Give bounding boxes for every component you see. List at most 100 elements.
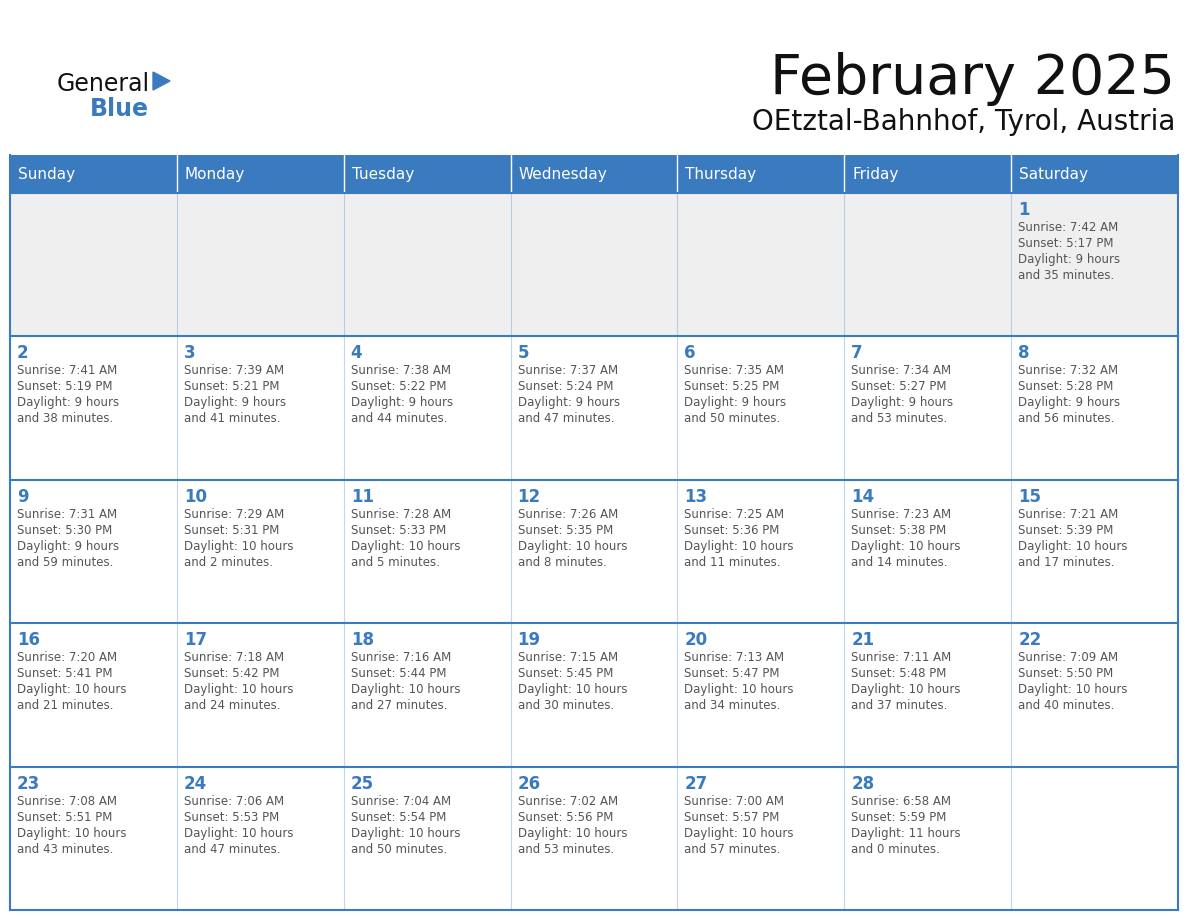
Text: Sunset: 5:24 PM: Sunset: 5:24 PM xyxy=(518,380,613,394)
Text: Daylight: 9 hours: Daylight: 9 hours xyxy=(684,397,786,409)
Text: Daylight: 10 hours: Daylight: 10 hours xyxy=(17,683,126,696)
Text: Daylight: 10 hours: Daylight: 10 hours xyxy=(184,683,293,696)
Text: February 2025: February 2025 xyxy=(770,52,1175,106)
Text: Daylight: 10 hours: Daylight: 10 hours xyxy=(518,540,627,553)
Text: and 2 minutes.: and 2 minutes. xyxy=(184,555,273,569)
Text: Sunrise: 7:39 AM: Sunrise: 7:39 AM xyxy=(184,364,284,377)
Text: Daylight: 10 hours: Daylight: 10 hours xyxy=(518,683,627,696)
Bar xyxy=(177,193,343,336)
Text: Sunset: 5:51 PM: Sunset: 5:51 PM xyxy=(17,811,113,823)
Text: 23: 23 xyxy=(17,775,40,792)
Text: Daylight: 10 hours: Daylight: 10 hours xyxy=(184,826,293,840)
Text: and 11 minutes.: and 11 minutes. xyxy=(684,555,781,569)
Text: Sunset: 5:31 PM: Sunset: 5:31 PM xyxy=(184,524,279,537)
Text: Sunrise: 7:26 AM: Sunrise: 7:26 AM xyxy=(518,508,618,521)
Text: 15: 15 xyxy=(1018,487,1041,506)
Bar xyxy=(511,480,677,623)
Text: Daylight: 10 hours: Daylight: 10 hours xyxy=(184,540,293,553)
Text: and 44 minutes.: and 44 minutes. xyxy=(350,412,447,425)
Bar xyxy=(343,336,511,480)
Text: Sunset: 5:38 PM: Sunset: 5:38 PM xyxy=(852,524,947,537)
Text: Sunrise: 7:32 AM: Sunrise: 7:32 AM xyxy=(1018,364,1118,377)
Text: Thursday: Thursday xyxy=(685,166,757,182)
Bar xyxy=(343,623,511,767)
Text: Daylight: 10 hours: Daylight: 10 hours xyxy=(350,683,460,696)
Text: Daylight: 10 hours: Daylight: 10 hours xyxy=(684,540,794,553)
Bar xyxy=(1011,193,1178,336)
Text: Daylight: 10 hours: Daylight: 10 hours xyxy=(350,826,460,840)
Text: 22: 22 xyxy=(1018,632,1042,649)
Text: 9: 9 xyxy=(17,487,29,506)
Text: Sunset: 5:17 PM: Sunset: 5:17 PM xyxy=(1018,237,1113,250)
Bar xyxy=(10,155,177,193)
Bar xyxy=(343,480,511,623)
Text: and 41 minutes.: and 41 minutes. xyxy=(184,412,280,425)
Bar xyxy=(1011,480,1178,623)
Text: and 14 minutes.: and 14 minutes. xyxy=(852,555,948,569)
Text: Sunset: 5:33 PM: Sunset: 5:33 PM xyxy=(350,524,446,537)
Text: and 38 minutes.: and 38 minutes. xyxy=(17,412,113,425)
Text: Sunrise: 7:34 AM: Sunrise: 7:34 AM xyxy=(852,364,952,377)
Bar xyxy=(10,767,177,910)
Bar xyxy=(511,767,677,910)
Text: 12: 12 xyxy=(518,487,541,506)
Text: General: General xyxy=(57,72,150,96)
Text: Sunset: 5:42 PM: Sunset: 5:42 PM xyxy=(184,667,279,680)
Bar xyxy=(845,767,1011,910)
Text: Sunset: 5:25 PM: Sunset: 5:25 PM xyxy=(684,380,779,394)
Text: Daylight: 9 hours: Daylight: 9 hours xyxy=(17,540,119,553)
Polygon shape xyxy=(153,72,170,90)
Text: Daylight: 9 hours: Daylight: 9 hours xyxy=(852,397,954,409)
Text: 6: 6 xyxy=(684,344,696,363)
Text: Daylight: 10 hours: Daylight: 10 hours xyxy=(684,683,794,696)
Bar xyxy=(511,623,677,767)
Text: Sunrise: 7:02 AM: Sunrise: 7:02 AM xyxy=(518,795,618,808)
Text: Blue: Blue xyxy=(90,97,148,121)
Text: Saturday: Saturday xyxy=(1019,166,1088,182)
Text: 5: 5 xyxy=(518,344,529,363)
Text: Daylight: 9 hours: Daylight: 9 hours xyxy=(1018,397,1120,409)
Text: Sunrise: 7:28 AM: Sunrise: 7:28 AM xyxy=(350,508,450,521)
Text: Daylight: 10 hours: Daylight: 10 hours xyxy=(1018,683,1127,696)
Bar xyxy=(177,623,343,767)
Text: Sunrise: 7:31 AM: Sunrise: 7:31 AM xyxy=(17,508,118,521)
Text: Sunrise: 7:37 AM: Sunrise: 7:37 AM xyxy=(518,364,618,377)
Text: 13: 13 xyxy=(684,487,708,506)
Bar xyxy=(677,623,845,767)
Text: 24: 24 xyxy=(184,775,207,792)
Bar xyxy=(511,336,677,480)
Text: 19: 19 xyxy=(518,632,541,649)
Bar xyxy=(177,480,343,623)
Text: 11: 11 xyxy=(350,487,374,506)
Text: 18: 18 xyxy=(350,632,374,649)
Text: and 37 minutes.: and 37 minutes. xyxy=(852,700,948,712)
Text: Sunrise: 6:58 AM: Sunrise: 6:58 AM xyxy=(852,795,952,808)
Text: Sunrise: 7:21 AM: Sunrise: 7:21 AM xyxy=(1018,508,1118,521)
Text: and 47 minutes.: and 47 minutes. xyxy=(184,843,280,856)
Bar xyxy=(845,193,1011,336)
Bar xyxy=(1011,336,1178,480)
Bar xyxy=(845,155,1011,193)
Text: Sunrise: 7:38 AM: Sunrise: 7:38 AM xyxy=(350,364,450,377)
Text: Daylight: 10 hours: Daylight: 10 hours xyxy=(1018,540,1127,553)
Text: Sunrise: 7:18 AM: Sunrise: 7:18 AM xyxy=(184,651,284,665)
Text: Sunset: 5:45 PM: Sunset: 5:45 PM xyxy=(518,667,613,680)
Text: Sunrise: 7:09 AM: Sunrise: 7:09 AM xyxy=(1018,651,1118,665)
Text: Daylight: 11 hours: Daylight: 11 hours xyxy=(852,826,961,840)
Text: 1: 1 xyxy=(1018,201,1030,219)
Bar xyxy=(343,767,511,910)
Text: 10: 10 xyxy=(184,487,207,506)
Text: Sunrise: 7:15 AM: Sunrise: 7:15 AM xyxy=(518,651,618,665)
Text: Daylight: 10 hours: Daylight: 10 hours xyxy=(518,826,627,840)
Text: and 53 minutes.: and 53 minutes. xyxy=(852,412,948,425)
Text: and 34 minutes.: and 34 minutes. xyxy=(684,700,781,712)
Text: Sunset: 5:22 PM: Sunset: 5:22 PM xyxy=(350,380,447,394)
Text: 3: 3 xyxy=(184,344,196,363)
Text: Sunrise: 7:08 AM: Sunrise: 7:08 AM xyxy=(17,795,116,808)
Text: Sunrise: 7:06 AM: Sunrise: 7:06 AM xyxy=(184,795,284,808)
Text: and 5 minutes.: and 5 minutes. xyxy=(350,555,440,569)
Text: Sunset: 5:19 PM: Sunset: 5:19 PM xyxy=(17,380,113,394)
Bar xyxy=(177,155,343,193)
Text: Daylight: 10 hours: Daylight: 10 hours xyxy=(350,540,460,553)
Text: Daylight: 9 hours: Daylight: 9 hours xyxy=(518,397,620,409)
